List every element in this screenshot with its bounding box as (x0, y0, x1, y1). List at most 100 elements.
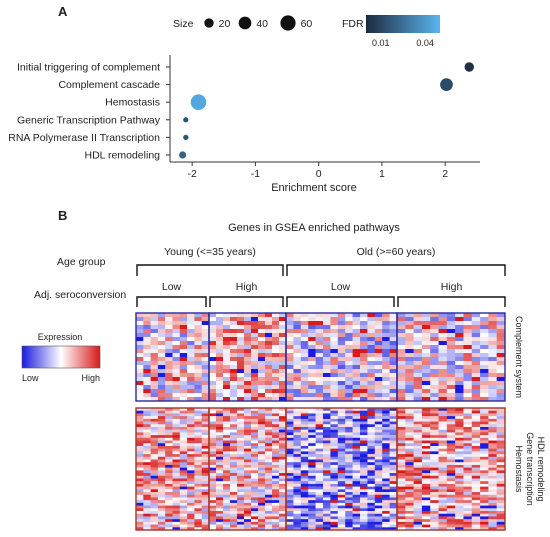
heatmap-cell (421, 473, 431, 477)
size-legend-label: 60 (301, 18, 313, 30)
heatmap-cell (279, 349, 287, 354)
heatmap-cell (258, 502, 266, 506)
heatmap-cell (446, 357, 456, 362)
heatmap-cell (300, 337, 309, 342)
heatmap-cell (360, 321, 368, 326)
heatmap-cell (230, 502, 238, 506)
heatmap-cell (293, 357, 302, 362)
heatmap-cell (258, 445, 266, 449)
heatmap-cell (230, 481, 238, 485)
heatmap-cell (157, 432, 166, 436)
heatmap-cell (258, 365, 266, 370)
heatmap-cell (323, 516, 331, 520)
heatmap-cell (272, 497, 280, 501)
heatmap-cell (397, 385, 406, 390)
heatmap-cell (286, 494, 294, 498)
heatmap-cell (143, 483, 151, 487)
heatmap-cell (315, 459, 324, 463)
heatmap-cell (237, 462, 245, 466)
heatmap-cell (308, 345, 316, 350)
heatmap-cell (272, 349, 280, 354)
heatmap-cell (496, 524, 506, 528)
heatmap-cell (251, 325, 259, 330)
heatmap-cell (143, 321, 151, 326)
heatmap-cell (374, 470, 383, 474)
heatmap-cell (315, 443, 324, 447)
heatmap-cell (405, 349, 414, 354)
heatmap-cell (330, 329, 339, 334)
heatmap-cell (337, 462, 346, 466)
heatmap-cell (360, 421, 368, 425)
heatmap-cell (272, 373, 280, 378)
heatmap-cell (330, 451, 339, 455)
heatmap-cell (157, 385, 166, 390)
heatmap-cell (337, 357, 346, 362)
heatmap-cell (446, 435, 456, 439)
heatmap-cell (136, 524, 144, 528)
heatmap-cell (143, 333, 151, 338)
heatmap-cell (421, 494, 431, 498)
heatmap-cell (308, 454, 316, 458)
heatmap-cell (272, 317, 280, 322)
heatmap-cell (223, 508, 231, 512)
heatmap-cell (179, 513, 188, 517)
heatmap-cell (405, 333, 414, 338)
heatmap-cell (179, 333, 188, 338)
heatmap-cell (308, 467, 316, 471)
heatmap-cell (374, 440, 383, 444)
heatmap-cell (272, 448, 280, 452)
heatmap-cell (237, 421, 245, 425)
heatmap-cell (330, 492, 339, 496)
heatmap-cell (194, 416, 202, 420)
heatmap-cell (397, 349, 406, 354)
heatmap-cell (421, 421, 431, 425)
heatmap-cell (272, 429, 280, 433)
heatmap-cell (265, 337, 273, 342)
heatmap-cell (201, 432, 210, 436)
heatmap-cell (237, 369, 245, 374)
heatmap-cell (216, 429, 224, 433)
heatmap-cell (496, 357, 506, 362)
heatmap-cell (286, 440, 294, 444)
heatmap-cell (194, 516, 202, 520)
heatmap-cell (286, 349, 294, 354)
heatmap-cell (230, 440, 238, 444)
heatmap-cell (258, 473, 266, 477)
heatmap-cell (258, 519, 266, 523)
heatmap-cell (315, 437, 324, 441)
heatmap-cell (179, 435, 188, 439)
heatmap-cell (337, 313, 346, 318)
heatmap-cell (194, 329, 202, 334)
heatmap-cell (209, 451, 217, 455)
heatmap-cell (397, 459, 406, 463)
heatmap-cell (421, 440, 431, 444)
heatmap-cell (172, 494, 181, 498)
heatmap-cell (150, 317, 159, 322)
heatmap-cell (165, 502, 173, 506)
heatmap-cell (323, 397, 331, 402)
heatmap-cell (389, 313, 398, 318)
heatmap-cell (480, 317, 489, 322)
heatmap-cell (374, 483, 383, 487)
heatmap-cell (405, 385, 414, 390)
heatmap-cell (471, 489, 481, 493)
heatmap-cell (496, 500, 506, 504)
heatmap-cell (209, 317, 217, 322)
heatmap-cell (279, 445, 287, 449)
heatmap-cell (216, 448, 224, 452)
heatmap-cell (279, 325, 287, 330)
heatmap-cell (308, 432, 316, 436)
heatmap-cell (279, 341, 287, 346)
heatmap-cell (389, 426, 398, 430)
heatmap-cell (179, 459, 188, 463)
heatmap-cell (389, 317, 398, 322)
heatmap-cell (430, 481, 439, 485)
heatmap-cell (143, 456, 151, 460)
heatmap-cell (480, 313, 489, 318)
heatmap-cell (389, 424, 398, 428)
heatmap-cell (345, 456, 353, 460)
heatmap-cell (367, 426, 376, 430)
heatmap-cell (172, 505, 181, 509)
heatmap-cell (430, 377, 439, 382)
heatmap-cell (272, 481, 280, 485)
